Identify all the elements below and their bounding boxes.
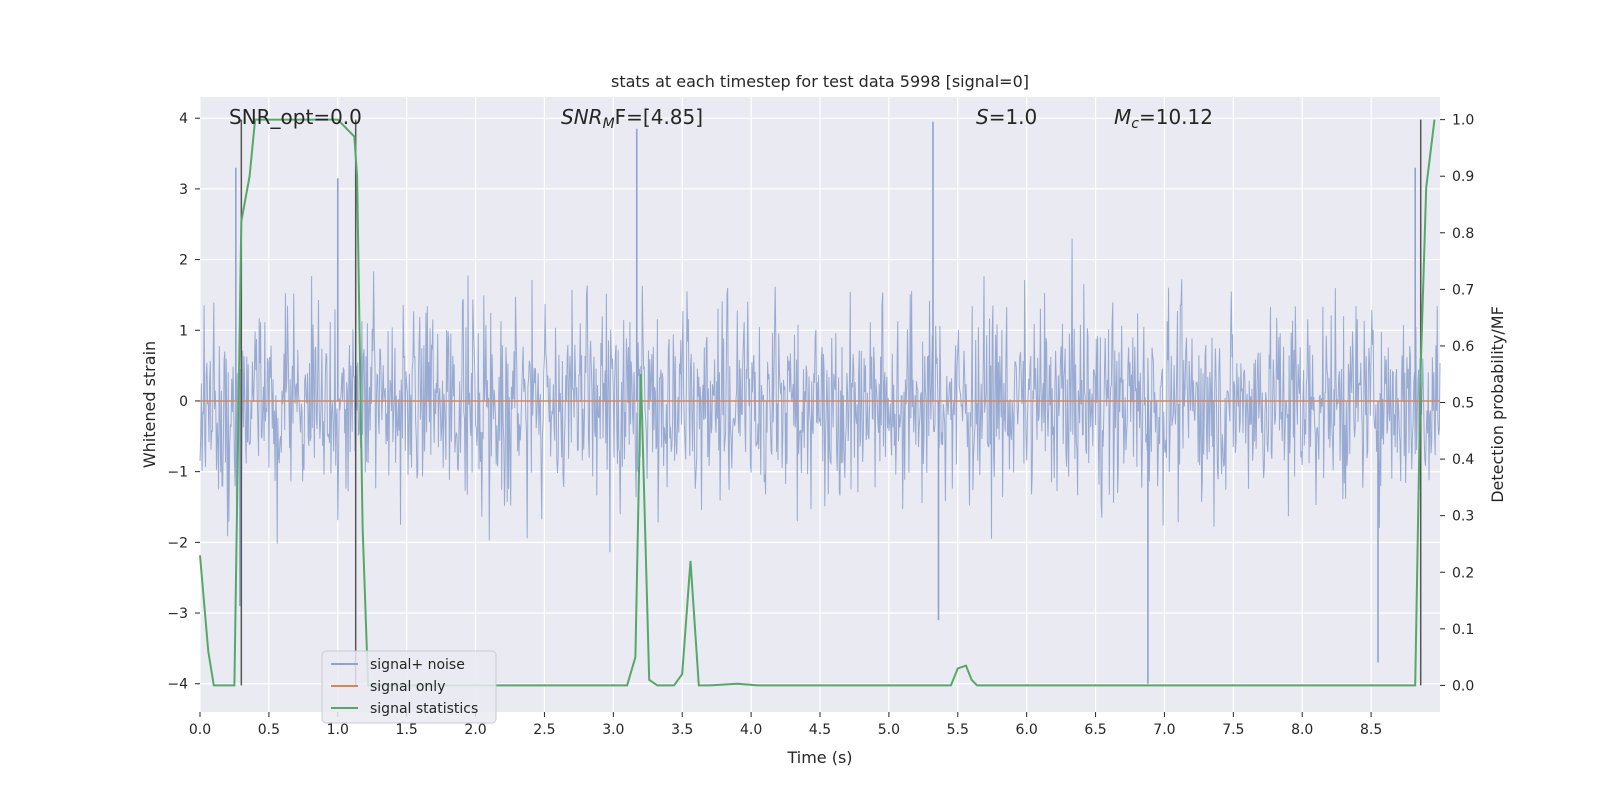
s-prefix: S <box>976 105 989 129</box>
y-right-tick-label: 0.9 <box>1452 169 1474 185</box>
y-right-tick-label: 1.0 <box>1452 113 1474 129</box>
x-tick-label: 3.0 <box>602 722 624 738</box>
x-tick-label: 8.0 <box>1291 722 1313 738</box>
signal-statistics-layer <box>199 118 1436 687</box>
y-right-tick-label: 0.1 <box>1452 622 1474 638</box>
tick-labels: 0.0 0.5 1.0 1.5 2.0 2.5 3.0 3.5 4.0 4.5 5.0 5.5 6.0 6… <box>167 111 1474 738</box>
x-tick-label: 2.5 <box>533 722 555 738</box>
mc-prefix: M <box>1114 105 1131 129</box>
y-right-axis-label: Detection probability/MF <box>1488 306 1507 503</box>
y-tick-label: −1 <box>167 465 188 481</box>
y-right-tick-label: 0.5 <box>1452 396 1474 412</box>
y-tick-label: 4 <box>179 111 188 127</box>
snr-mf-prefix: SNR <box>561 105 603 129</box>
y-right-tick-label: 0.4 <box>1452 452 1474 468</box>
y-right-tick-label: 0.0 <box>1452 678 1474 694</box>
y-tick-label: 0 <box>179 394 188 410</box>
signal-statistics-line <box>199 118 1436 687</box>
snr-mf-subscript: M <box>603 116 615 132</box>
x-tick-label: 1.5 <box>396 722 418 738</box>
x-tick-label: 5.5 <box>947 722 969 738</box>
y-right-tick-label: 0.8 <box>1452 226 1474 242</box>
y-tick-label: 2 <box>179 253 188 269</box>
y-right-tick-label: 0.6 <box>1452 339 1474 355</box>
snr-opt-annotation: SNR_opt=0.0 <box>229 105 362 129</box>
legend-label-signal-statistics: signal statistics <box>370 701 478 717</box>
chart-title: stats at each timestep for test data 599… <box>611 72 1029 91</box>
mc-value: =10.12 <box>1139 105 1213 129</box>
x-axis-label: Time (s) <box>786 748 852 767</box>
x-tick-label: 4.0 <box>740 722 762 738</box>
y-tick-label: −2 <box>167 535 188 551</box>
noise-trace-layer <box>199 121 1441 684</box>
snr-mf-value: F=[4.85] <box>615 105 703 129</box>
x-tick-label: 0.0 <box>189 722 211 738</box>
x-tick-label: 7.0 <box>1153 722 1175 738</box>
y-tick-label: 3 <box>179 182 188 198</box>
y-right-tick-label: 0.2 <box>1452 565 1474 581</box>
x-tick-label: 6.0 <box>1016 722 1038 738</box>
y-axis-label: Whitened strain <box>140 341 159 468</box>
y-tick-label: 1 <box>179 323 188 339</box>
mc-subscript: c <box>1131 116 1139 132</box>
legend: signal+ noise signal only signal statist… <box>321 650 497 724</box>
y-tick-label: −4 <box>167 677 188 693</box>
s-value: =1.0 <box>989 105 1038 129</box>
x-tick-label: 5.0 <box>878 722 900 738</box>
legend-box <box>321 650 497 724</box>
signal-noise-trace <box>199 238 1441 553</box>
y-right-tick-label: 0.7 <box>1452 282 1474 298</box>
legend-label-signal-only: signal only <box>370 679 445 695</box>
snr-mf-annotation: SNRMF=[4.85] <box>561 105 703 132</box>
x-tick-label: 4.5 <box>809 722 831 738</box>
x-tick-label: 1.0 <box>327 722 349 738</box>
x-tick-label: 2.0 <box>464 722 486 738</box>
y-right-tick-label: 0.3 <box>1452 509 1474 525</box>
mc-annotation: Mc=10.12 <box>1114 105 1213 132</box>
x-tick-label: 3.5 <box>671 722 693 738</box>
legend-label-signal-noise: signal+ noise <box>370 657 465 673</box>
x-tick-label: 8.5 <box>1360 722 1382 738</box>
x-tick-label: 7.5 <box>1222 722 1244 738</box>
x-tick-label: 6.5 <box>1084 722 1106 738</box>
s-annotation: S=1.0 <box>976 105 1037 129</box>
y-tick-label: −3 <box>167 606 188 622</box>
x-tick-label: 0.5 <box>258 722 280 738</box>
